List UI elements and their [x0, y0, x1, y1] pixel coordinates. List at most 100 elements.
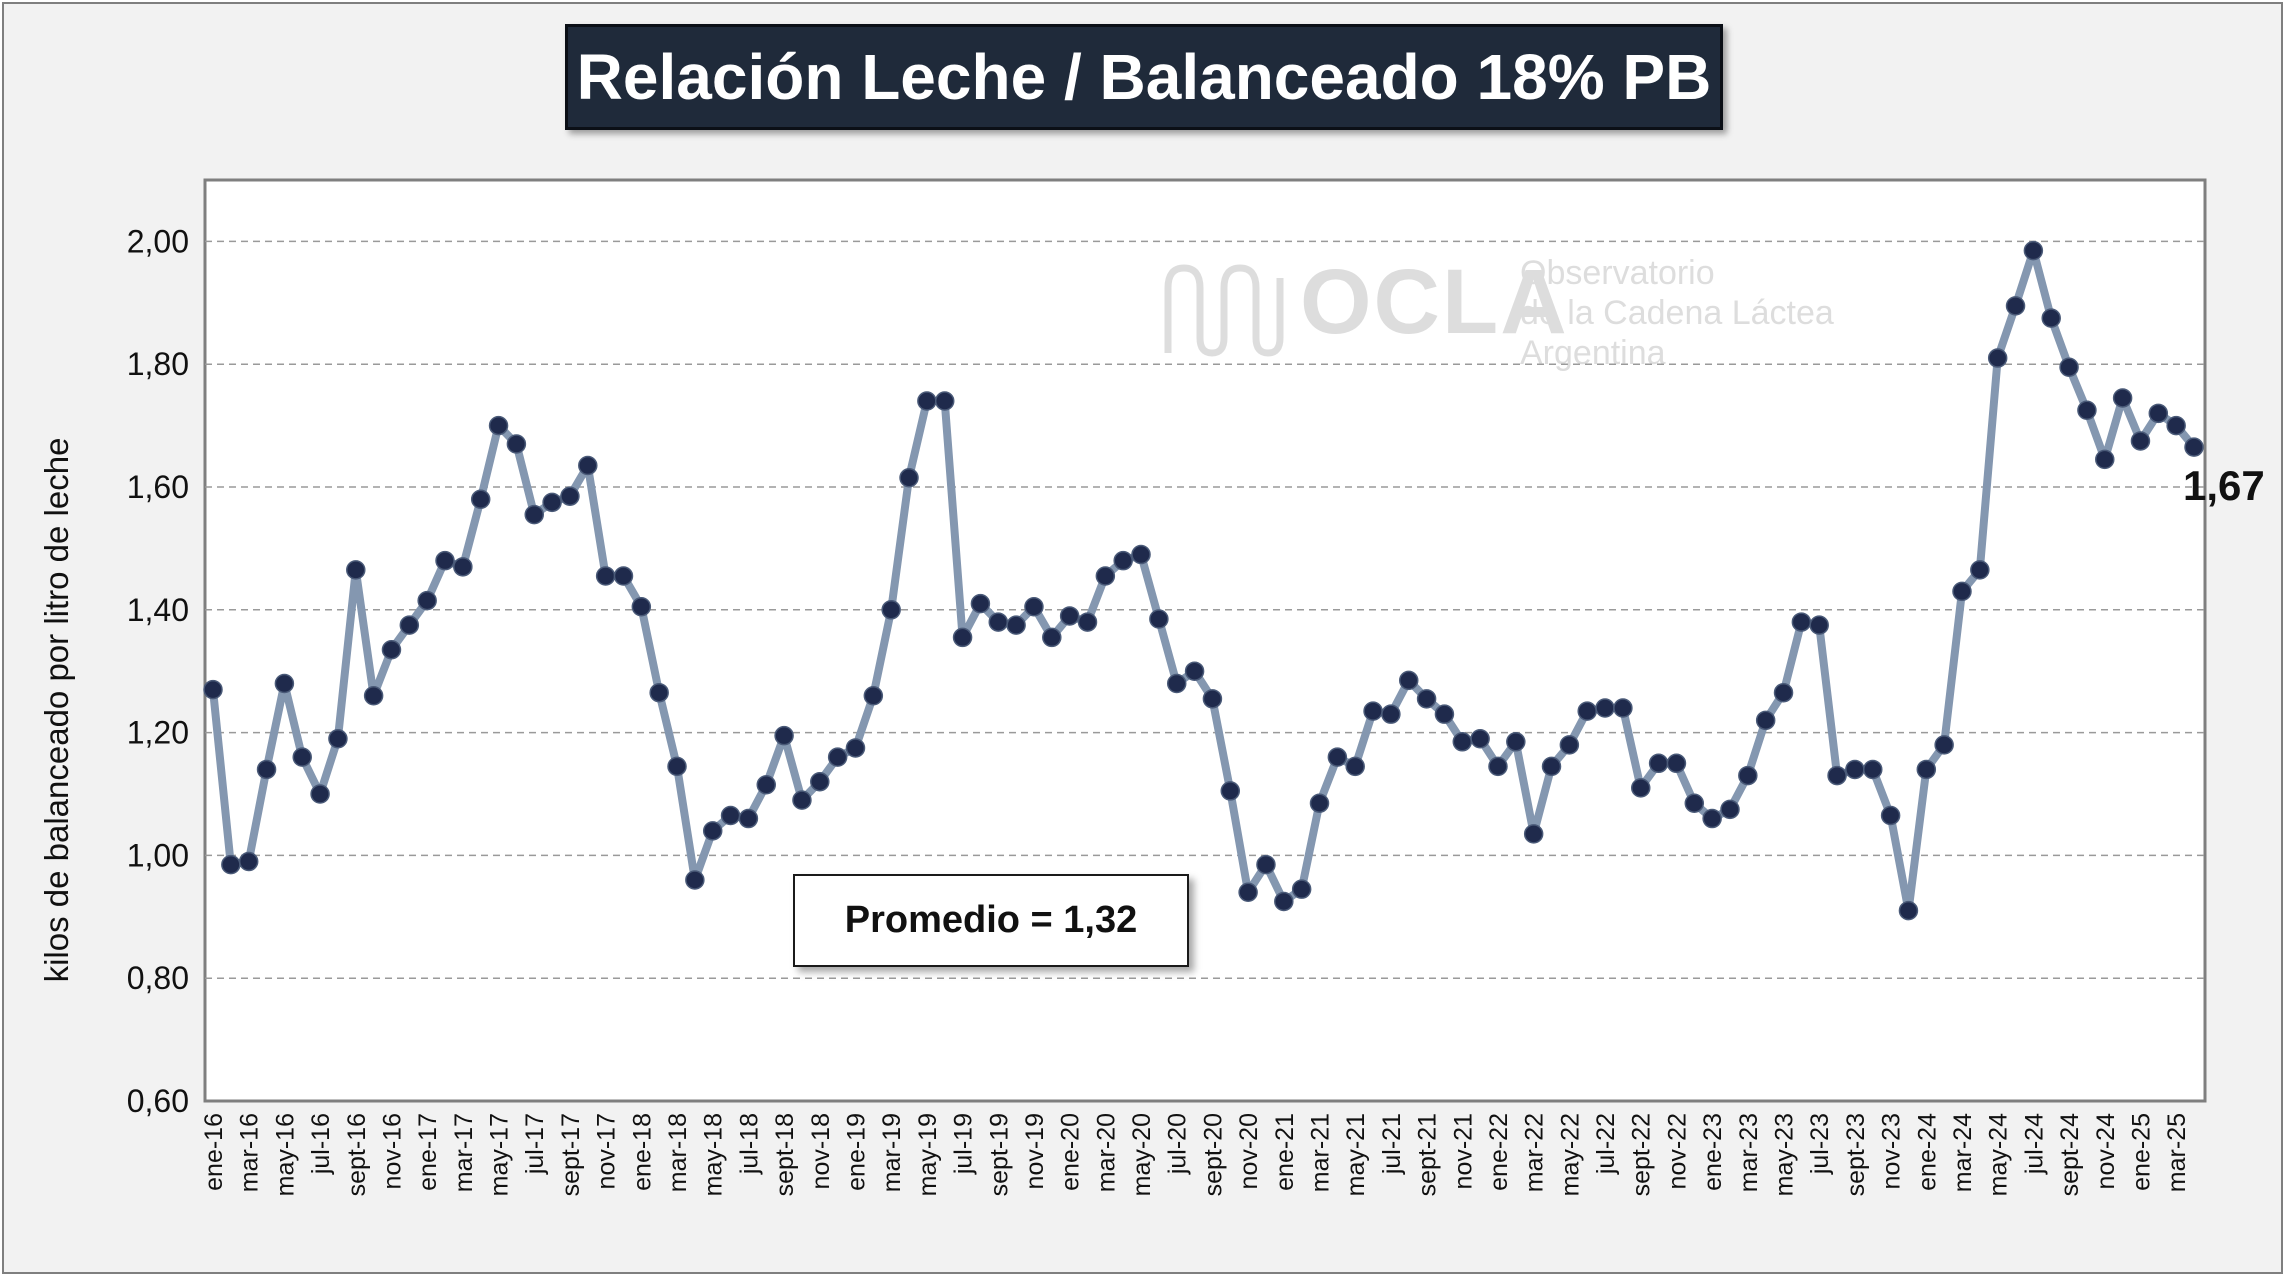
y-axis-label: kilos de balanceado por litro de leche: [38, 437, 75, 983]
data-point: [2077, 400, 2097, 420]
data-point: [470, 489, 491, 510]
x-tick-label: jul-19: [950, 1113, 978, 1175]
data-point: [542, 492, 562, 513]
x-tick-label: mar-17: [450, 1113, 478, 1192]
x-tick-label: jul-23: [1806, 1113, 1834, 1175]
data-point: [1024, 596, 1044, 617]
data-point: [934, 391, 955, 411]
data-point: [1274, 891, 1294, 912]
data-point: [863, 686, 884, 706]
data-point: [667, 756, 687, 777]
gridlines: [205, 240, 2205, 979]
data-point: [221, 854, 241, 875]
data-point: [988, 612, 1009, 632]
data-point: [952, 627, 973, 648]
data-point: [1720, 799, 1740, 820]
x-tick-label: may-23: [1771, 1113, 1799, 1196]
x-tick-label: may-19: [914, 1113, 942, 1196]
data-point: [2041, 308, 2061, 328]
watermark-line-3: Argentina: [1520, 334, 1666, 372]
data-point: [1363, 701, 1383, 721]
data-point: [488, 415, 509, 436]
data-point: [1809, 615, 1829, 635]
x-tick-label: may-21: [1342, 1113, 1370, 1196]
data-point: [1934, 735, 1954, 755]
data-point: [417, 590, 437, 611]
x-tick-label: may-16: [271, 1113, 299, 1196]
chart-title-box: Relación Leche / Balanceado 18% PB: [565, 24, 1723, 130]
data-point: [1452, 732, 1473, 752]
plot-area: [203, 178, 2207, 1103]
data-point: [1684, 793, 1705, 813]
x-tick-label: ene-17: [414, 1113, 442, 1191]
y-tick-label: 0,80: [127, 960, 189, 996]
x-tick-label: nov-18: [807, 1113, 835, 1189]
x-tick-label: mar-22: [1521, 1113, 1549, 1192]
data-point: [506, 434, 527, 454]
data-point: [774, 725, 794, 746]
x-tick-label: nov-21: [1449, 1113, 1477, 1189]
data-point: [256, 759, 277, 780]
x-tick-label: sept-21: [1414, 1113, 1442, 1196]
data-point: [1630, 778, 1651, 798]
data-point: [1755, 710, 1776, 731]
x-tick-label: ene-19: [842, 1113, 870, 1191]
data-point: [1149, 609, 1169, 629]
y-tick-label: 1,00: [127, 837, 189, 873]
data-point: [1202, 689, 1223, 709]
y-tick-label: 1,80: [127, 346, 189, 382]
x-tick-label: may-18: [700, 1113, 728, 1196]
x-tick-label: jul-17: [521, 1113, 549, 1175]
data-point: [827, 747, 848, 767]
x-tick-label: nov-23: [1878, 1113, 1906, 1189]
y-tick-label: 1,40: [127, 592, 189, 628]
data-point: [613, 566, 634, 586]
data-point: [203, 679, 223, 700]
x-tick-label: jul-22: [1592, 1113, 1620, 1175]
x-tick-label: mar-16: [236, 1113, 264, 1192]
y-tick-label: 1,20: [127, 715, 189, 751]
data-point: [1613, 698, 1633, 718]
data-point: [738, 808, 759, 829]
ocla-logo-icon: [1164, 264, 1284, 357]
y-tick-label: 0,60: [127, 1083, 189, 1119]
x-tick-label: ene-20: [1057, 1113, 1085, 1191]
data-point: [899, 468, 919, 488]
x-tick-label: ene-21: [1271, 1113, 1299, 1191]
average-annotation-box: Promedio = 1,32: [793, 874, 1189, 967]
data-point: [1220, 781, 1241, 801]
data-point: [1880, 805, 1901, 826]
data-point: [1523, 824, 1544, 844]
data-point: [1291, 879, 1312, 899]
ocla-watermark: OCLA Observatorio de la Cadena Láctea Ar…: [1160, 250, 1834, 380]
data-point: [2130, 431, 2151, 451]
data-point: [1559, 735, 1580, 755]
x-tick-label: may-20: [1128, 1113, 1156, 1196]
data-point: [1648, 753, 1669, 774]
data-point: [1042, 627, 1062, 648]
average-annotation: Promedio = 1,32: [844, 899, 1138, 941]
data-point: [1095, 566, 1116, 586]
x-tick-label: ene-22: [1485, 1113, 1513, 1191]
data-point: [1077, 612, 1098, 632]
x-tick-label: mar-24: [1949, 1113, 1977, 1192]
y-tick-label: 2,00: [127, 223, 189, 259]
data-point: [1773, 682, 1794, 703]
watermark-line-2: de la Cadena Láctea: [1520, 294, 1834, 332]
data-point: [238, 851, 259, 872]
data-point: [1863, 759, 1883, 780]
data-point: [1398, 670, 1419, 691]
data-point: [1898, 900, 1919, 921]
data-point: [792, 790, 812, 810]
data-point: [2112, 388, 2133, 408]
x-tick-label: may-22: [1556, 1113, 1584, 1196]
data-point: [720, 805, 741, 826]
data-point: [1309, 793, 1330, 813]
x-tick-label: mar-25: [2163, 1113, 2191, 1192]
x-tick-label: ene-24: [1913, 1113, 1941, 1191]
data-point: [649, 682, 669, 703]
data-point: [2184, 437, 2204, 457]
data-point: [810, 771, 830, 792]
x-tick-label: mar-19: [878, 1113, 906, 1192]
x-tick-label: jul-24: [2020, 1113, 2048, 1175]
